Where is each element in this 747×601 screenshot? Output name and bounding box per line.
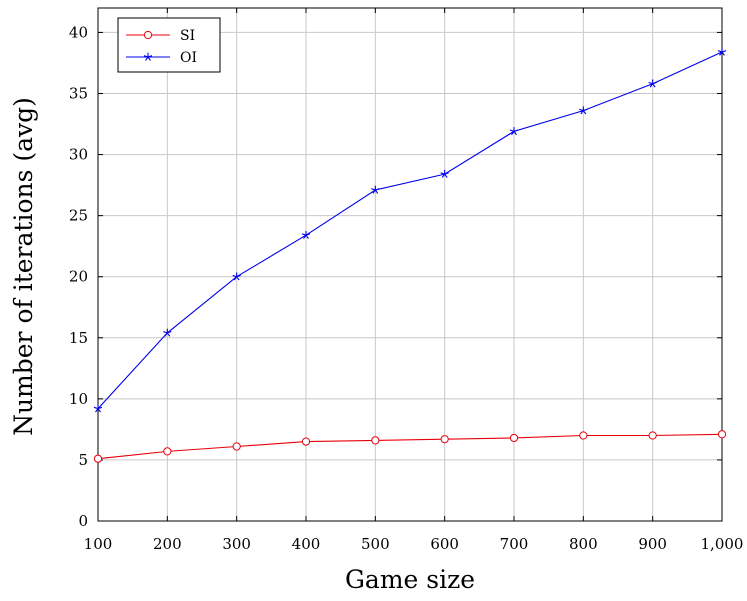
legend-label-si: SI (180, 28, 195, 44)
legend-marker-oi (143, 52, 153, 61)
data-point-si (163, 447, 172, 456)
x-tick-label: 200 (153, 535, 182, 553)
y-tick-label: 0 (78, 512, 88, 530)
data-point-oi (93, 404, 103, 413)
y-tick-label: 15 (69, 329, 88, 347)
series-layer (93, 47, 727, 463)
legend: SI OI (117, 17, 221, 73)
data-point-si (717, 430, 727, 439)
data-point-si (440, 435, 449, 444)
y-tick-label: 5 (78, 451, 88, 469)
y-tick-label: 20 (69, 268, 88, 286)
data-point-oi (440, 169, 449, 178)
data-point-oi (579, 106, 588, 115)
y-tick-label: 30 (69, 146, 88, 164)
legend-label-oi: OI (180, 50, 197, 66)
series-line-si (97, 433, 723, 460)
data-point-oi (371, 185, 380, 194)
series-si (93, 430, 727, 463)
x-tick-label: 800 (569, 535, 598, 553)
x-tick-label: 600 (430, 535, 459, 553)
plot-area-frame (97, 7, 723, 522)
x-tick-label: 500 (361, 535, 390, 553)
data-point-oi (163, 328, 172, 337)
x-tick-label: 1,000 (701, 535, 744, 553)
x-tick-label: 100 (84, 535, 113, 553)
y-tick-label: 25 (69, 207, 88, 225)
x-axis-title: Game size (345, 565, 475, 594)
y-tick-label: 10 (69, 390, 88, 408)
x-tick-label: 400 (292, 535, 321, 553)
data-point-oi (648, 79, 657, 88)
data-point-si (301, 437, 311, 446)
data-point-si (371, 436, 380, 445)
legend-marker-si (143, 30, 153, 40)
data-point-oi (232, 272, 241, 281)
y-axis-title: Number of iterations (avg) (9, 97, 38, 436)
data-point-oi (509, 127, 519, 136)
series-line-oi (97, 51, 723, 410)
data-point-si (232, 442, 241, 451)
series-oi (93, 47, 727, 413)
data-point-si (509, 433, 519, 443)
legend-box (117, 17, 221, 73)
x-tick-label: 900 (638, 535, 667, 553)
x-axis-ticks: 100 200 300 400 500 600 700 800 900 1,000 (84, 8, 744, 553)
data-point-si (648, 431, 657, 440)
y-tick-label: 35 (69, 85, 88, 103)
x-tick-label: 700 (500, 535, 529, 553)
data-point-oi (717, 47, 727, 56)
y-tick-label: 40 (69, 23, 88, 41)
data-point-si (579, 431, 588, 440)
y-axis-ticks: 0 5 10 15 20 25 30 35 40 (69, 23, 722, 530)
data-point-oi (301, 230, 311, 239)
grid-lines (97, 8, 723, 522)
data-point-si (93, 454, 103, 463)
x-tick-label: 300 (222, 535, 251, 553)
